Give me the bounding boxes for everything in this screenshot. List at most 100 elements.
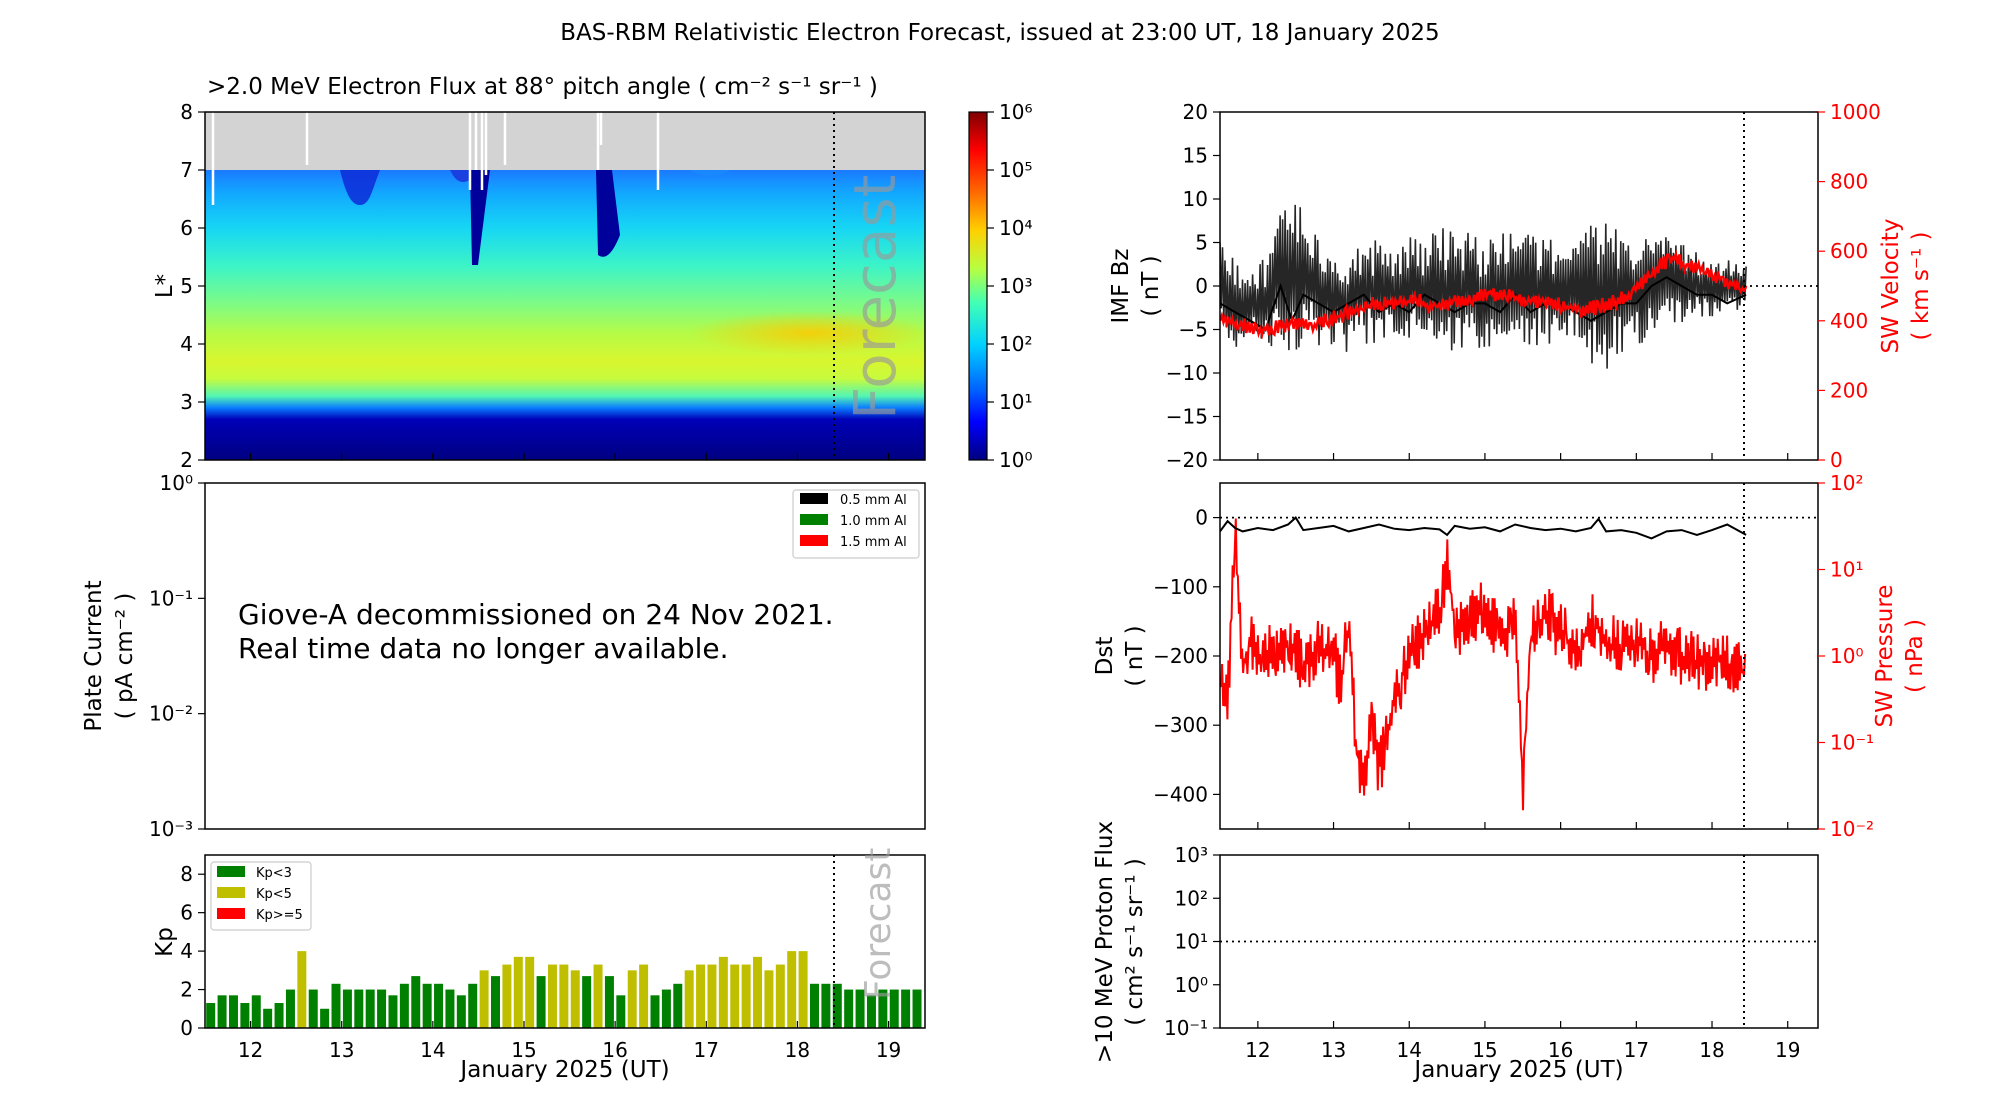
kp-bar (206, 1003, 216, 1028)
flux-ylabel: L* (152, 274, 178, 298)
imf-y-tick-label: −15 (1166, 405, 1208, 429)
colorbar-tick-label: 10⁶ (999, 100, 1032, 124)
colorbar-tick-label: 10² (999, 332, 1032, 356)
imf-y-tick-label: 10 (1183, 187, 1208, 211)
proton-x-tick-label: 15 (1472, 1038, 1497, 1062)
pressure-yticks: 10⁻² 10⁻¹ 10⁰ 10¹ 10² (1818, 471, 1874, 841)
plate-legend-label: 1.0 mm Al (840, 514, 907, 529)
colorbar-tick-label: 10⁴ (999, 216, 1032, 240)
plate-y-tick-label: 10⁻³ (149, 817, 193, 841)
proton-xticks: 12 13 14 15 16 17 18 19 (1245, 1021, 1800, 1062)
sw-velocity-line (1220, 249, 1748, 340)
kp-bar (844, 989, 854, 1028)
dst-ylabel-line2: ( nT ) (1122, 625, 1148, 686)
kp-bar (274, 1003, 284, 1028)
flux-title: >2.0 MeV Electron Flux at 88° pitch angl… (207, 74, 878, 100)
velocity-y-tick-label: 1000 (1830, 100, 1881, 124)
flux-y-tick-label: 8 (180, 100, 193, 124)
plate-legend: 0.5 mm Al 1.0 mm Al 1.5 mm Al (792, 489, 920, 559)
plate-legend-label: 1.5 mm Al (840, 535, 907, 550)
kp-bar (422, 983, 432, 1028)
kp-yticks: 0 2 4 6 8 (180, 862, 205, 1040)
dst-y-tick-label: −300 (1153, 713, 1208, 737)
kp-x-tick-label: 19 (876, 1038, 901, 1062)
proton-y-tick-label: 10⁻¹ (1164, 1016, 1208, 1040)
plate-y-tick-label: 10⁰ (160, 471, 193, 495)
plate-current-panel: 10⁻³ 10⁻² 10⁻¹ 10⁰ Plate Current ( pA cm⁻² … (81, 471, 926, 841)
kp-bar (684, 970, 694, 1028)
proton-x-tick-label: 13 (1321, 1038, 1346, 1062)
flux-y-tick-label: 2 (180, 448, 193, 472)
kp-bar (536, 976, 546, 1028)
kp-bar (547, 964, 557, 1028)
pressure-y-tick-label: 10² (1830, 471, 1863, 495)
kp-legend-label: Kp<5 (256, 887, 292, 902)
kp-bar (502, 964, 512, 1028)
kp-bar (377, 989, 387, 1028)
kp-bar (866, 995, 876, 1028)
kp-y-tick-label: 6 (180, 901, 193, 925)
kp-bar (878, 989, 888, 1028)
dst-y-tick-label: 0 (1195, 506, 1208, 530)
kp-panel: Forecast 0 2 4 6 8 12 13 14 15 16 17 18 19 Kp Janua… (152, 848, 926, 1083)
dst-y-tick-label: −100 (1153, 575, 1208, 599)
imf-y-tick-label: 5 (1195, 231, 1208, 255)
kp-bar (616, 995, 626, 1028)
kp-bar (513, 956, 523, 1028)
plate-ylabel-line2: ( pA cm⁻² ) (112, 593, 138, 720)
flux-y-tick-label: 6 (180, 216, 193, 240)
pressure-y-tick-label: 10⁻¹ (1830, 731, 1874, 755)
kp-x-tick-label: 17 (694, 1038, 719, 1062)
kp-bar (650, 995, 660, 1028)
dst-y-tick-label: −200 (1153, 644, 1208, 668)
kp-bar (730, 964, 740, 1028)
kp-bar (525, 956, 535, 1028)
kp-x-tick-label: 14 (420, 1038, 445, 1062)
plate-y-tick-label: 10⁻² (149, 702, 193, 726)
kp-x-tick-label: 18 (785, 1038, 810, 1062)
electron-flux-panel: >2.0 MeV Electron Flux at 88° pitch angl… (152, 74, 926, 472)
colorbar-gradient (968, 111, 988, 461)
kp-bar (559, 964, 569, 1028)
imf-y-tick-label: −20 (1166, 448, 1208, 472)
kp-bar (604, 976, 614, 1028)
proton-x-tick-label: 16 (1548, 1038, 1573, 1062)
imf-bz-envelope (1220, 204, 1747, 369)
kp-bar (320, 1008, 330, 1028)
imf-y-tick-label: 20 (1183, 100, 1208, 124)
colorbar-ticks: 10⁰ 10¹ 10² 10³ 10⁴ 10⁵ 10⁶ (987, 100, 1032, 472)
kp-legend-label: Kp<3 (256, 866, 292, 881)
kp-bar (593, 964, 603, 1028)
kp-bar (491, 976, 501, 1028)
velocity-yticks: 0 200 400 600 800 1000 (1818, 100, 1881, 472)
flux-yticks: 2 3 4 5 6 7 8 (180, 100, 205, 472)
kp-bars (206, 951, 922, 1028)
plate-y-tick-label: 10⁻¹ (149, 586, 193, 610)
kp-bar (365, 989, 375, 1028)
imf-y-tick-label: −5 (1179, 318, 1208, 342)
figure-title: BAS-RBM Relativistic Electron Forecast, … (560, 20, 1439, 46)
kp-bar (217, 995, 227, 1028)
velocity-y-tick-label: 800 (1830, 170, 1868, 194)
kp-y-tick-label: 2 (180, 978, 193, 1002)
pressure-ylabel-line2: ( nPa ) (1902, 619, 1928, 693)
colorbar-tick-label: 10⁰ (999, 448, 1032, 472)
pressure-y-tick-label: 10⁻² (1830, 817, 1874, 841)
kp-bar (741, 964, 751, 1028)
flux-y-tick-label: 4 (180, 332, 193, 356)
dst-yticks: −400 −300 −200 −100 0 (1153, 506, 1220, 806)
kp-bar (673, 983, 683, 1028)
colorbar-tick-label: 10³ (999, 274, 1032, 298)
sw-pressure-line (1220, 518, 1747, 811)
proton-x-tick-label: 19 (1775, 1038, 1800, 1062)
kp-legend: Kp<3 Kp<5 Kp>=5 (210, 861, 312, 931)
kp-bar (821, 983, 831, 1028)
kp-bar (753, 956, 763, 1028)
kp-bar (308, 989, 318, 1028)
imf-ylabel-line1: IMF Bz (1108, 248, 1134, 323)
velocity-y-tick-label: 400 (1830, 309, 1868, 333)
kp-bar (912, 989, 922, 1028)
imf-panel: −20 −15 −10 −5 0 5 10 15 20 0 200 400 600 800 1000 IM… (1108, 100, 1934, 472)
kp-bar (445, 989, 455, 1028)
